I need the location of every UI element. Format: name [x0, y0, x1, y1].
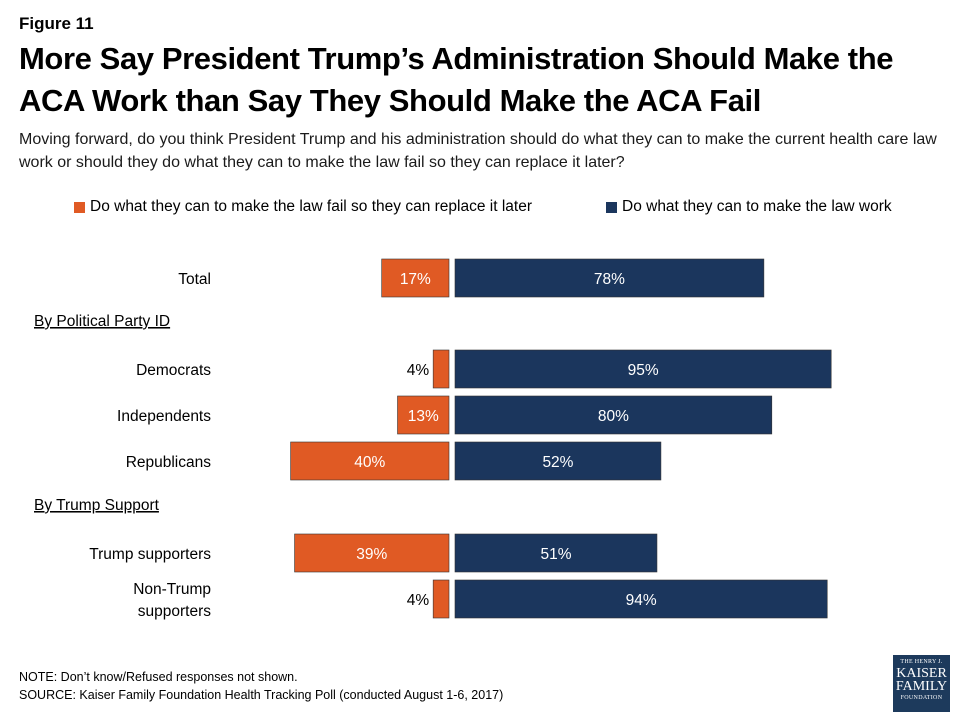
category-label: Total	[178, 271, 211, 288]
legend-swatch-work	[606, 201, 617, 213]
category-label: Trump supporters	[89, 546, 211, 563]
data-label-fail: 4%	[407, 362, 430, 379]
logo-line4: FOUNDATION	[900, 695, 943, 701]
group-label: By Political Party ID	[34, 313, 170, 330]
logo-line3: FAMILY	[895, 679, 948, 694]
data-label-work: 80%	[598, 408, 629, 425]
bar-work	[454, 395, 773, 435]
bar-fail	[397, 395, 450, 435]
data-label-fail: 40%	[354, 454, 385, 471]
bar-work	[454, 441, 662, 481]
kff-logo: THE HENRY J. KAISER FAMILY FOUNDATION	[893, 655, 950, 712]
data-label-work: 52%	[542, 454, 573, 471]
category-label: Democrats	[136, 362, 211, 379]
chart-subtitle: Moving forward, do you think President T…	[19, 131, 937, 171]
bar-fail	[432, 349, 450, 389]
bar-fail	[290, 441, 450, 481]
group-label: By Trump Support	[34, 497, 160, 514]
data-label-fail: 13%	[408, 408, 439, 425]
note-text: NOTE: Don’t know/Refused responses not s…	[19, 670, 298, 684]
legend-label-fail: Do what they can to make the law fail so…	[90, 198, 532, 215]
legend-item-work: Do what they can to make the law work	[606, 198, 892, 216]
bar-work	[454, 533, 658, 573]
data-label-work: 95%	[628, 362, 659, 379]
chart-title: More Say President Trump’s Administratio…	[19, 41, 894, 118]
legend-item-fail: Do what they can to make the law fail so…	[74, 198, 532, 216]
data-label-fail: 39%	[356, 546, 387, 563]
logo-line1: THE HENRY J.	[900, 659, 943, 665]
category-label: supporters	[138, 603, 211, 620]
bar-fail	[432, 579, 450, 619]
data-label-work: 94%	[626, 592, 657, 609]
bar-fail	[381, 258, 450, 298]
data-label-work: 51%	[540, 546, 571, 563]
data-label-fail: 17%	[400, 271, 431, 288]
bar-work	[454, 579, 828, 619]
bar-work	[454, 349, 832, 389]
logo-line2: KAISER	[896, 666, 947, 681]
data-label-fail: 4%	[407, 592, 430, 609]
bar-fail	[294, 533, 450, 573]
category-label: Non-Trump	[133, 581, 211, 598]
figure-label: Figure 11	[19, 14, 94, 33]
bar-work	[454, 258, 765, 298]
legend-swatch-fail	[74, 201, 85, 213]
category-label: Independents	[117, 408, 211, 425]
legend-label-work: Do what they can to make the law work	[622, 198, 892, 215]
category-label: Republicans	[126, 454, 212, 471]
source-text: SOURCE: Kaiser Family Foundation Health …	[19, 688, 504, 702]
data-label-work: 78%	[594, 271, 625, 288]
